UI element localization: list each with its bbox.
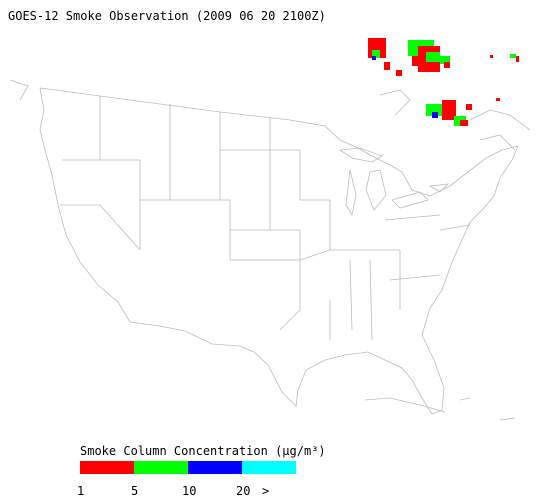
legend-tick-label: 5 — [131, 484, 138, 498]
us-outline — [39, 87, 519, 415]
smoke-patch — [466, 104, 472, 110]
northern-border — [39, 87, 519, 197]
smoke-patch — [412, 56, 418, 66]
smoke-patch — [516, 56, 519, 62]
canada-coast — [9, 79, 531, 421]
great-lakes — [338, 147, 450, 217]
smoke-patch — [384, 62, 390, 70]
smoke-patch — [460, 120, 468, 126]
title: GOES-12 Smoke Observation (2009 06 20 21… — [8, 9, 326, 23]
legend-tick-label: 1 — [77, 484, 84, 498]
smoke-patch — [510, 54, 516, 58]
legend-tick-label: > — [262, 484, 269, 498]
smoke-patch — [372, 50, 380, 58]
legend-tick-label: 10 — [182, 484, 196, 498]
smoke-patch — [442, 100, 456, 120]
smoke-patch — [496, 98, 500, 101]
smoke-patch — [432, 112, 438, 118]
legend-swatch — [80, 461, 134, 474]
legend-swatch — [242, 461, 296, 474]
state-lines — [60, 96, 471, 341]
smoke-patch — [440, 56, 450, 64]
legend-swatch — [134, 461, 188, 474]
smoke-patch — [444, 62, 450, 68]
smoke-patch — [490, 55, 493, 58]
smoke-patch — [372, 56, 376, 60]
smoke-patches — [368, 38, 519, 126]
smoke-patch — [426, 52, 440, 62]
legend-title: Smoke Column Concentration (μg/m³) — [80, 444, 326, 458]
legend-swatch — [188, 461, 242, 474]
smoke-patch — [396, 70, 402, 76]
legend-tick-label: 20 — [236, 484, 250, 498]
base-map — [9, 79, 531, 421]
